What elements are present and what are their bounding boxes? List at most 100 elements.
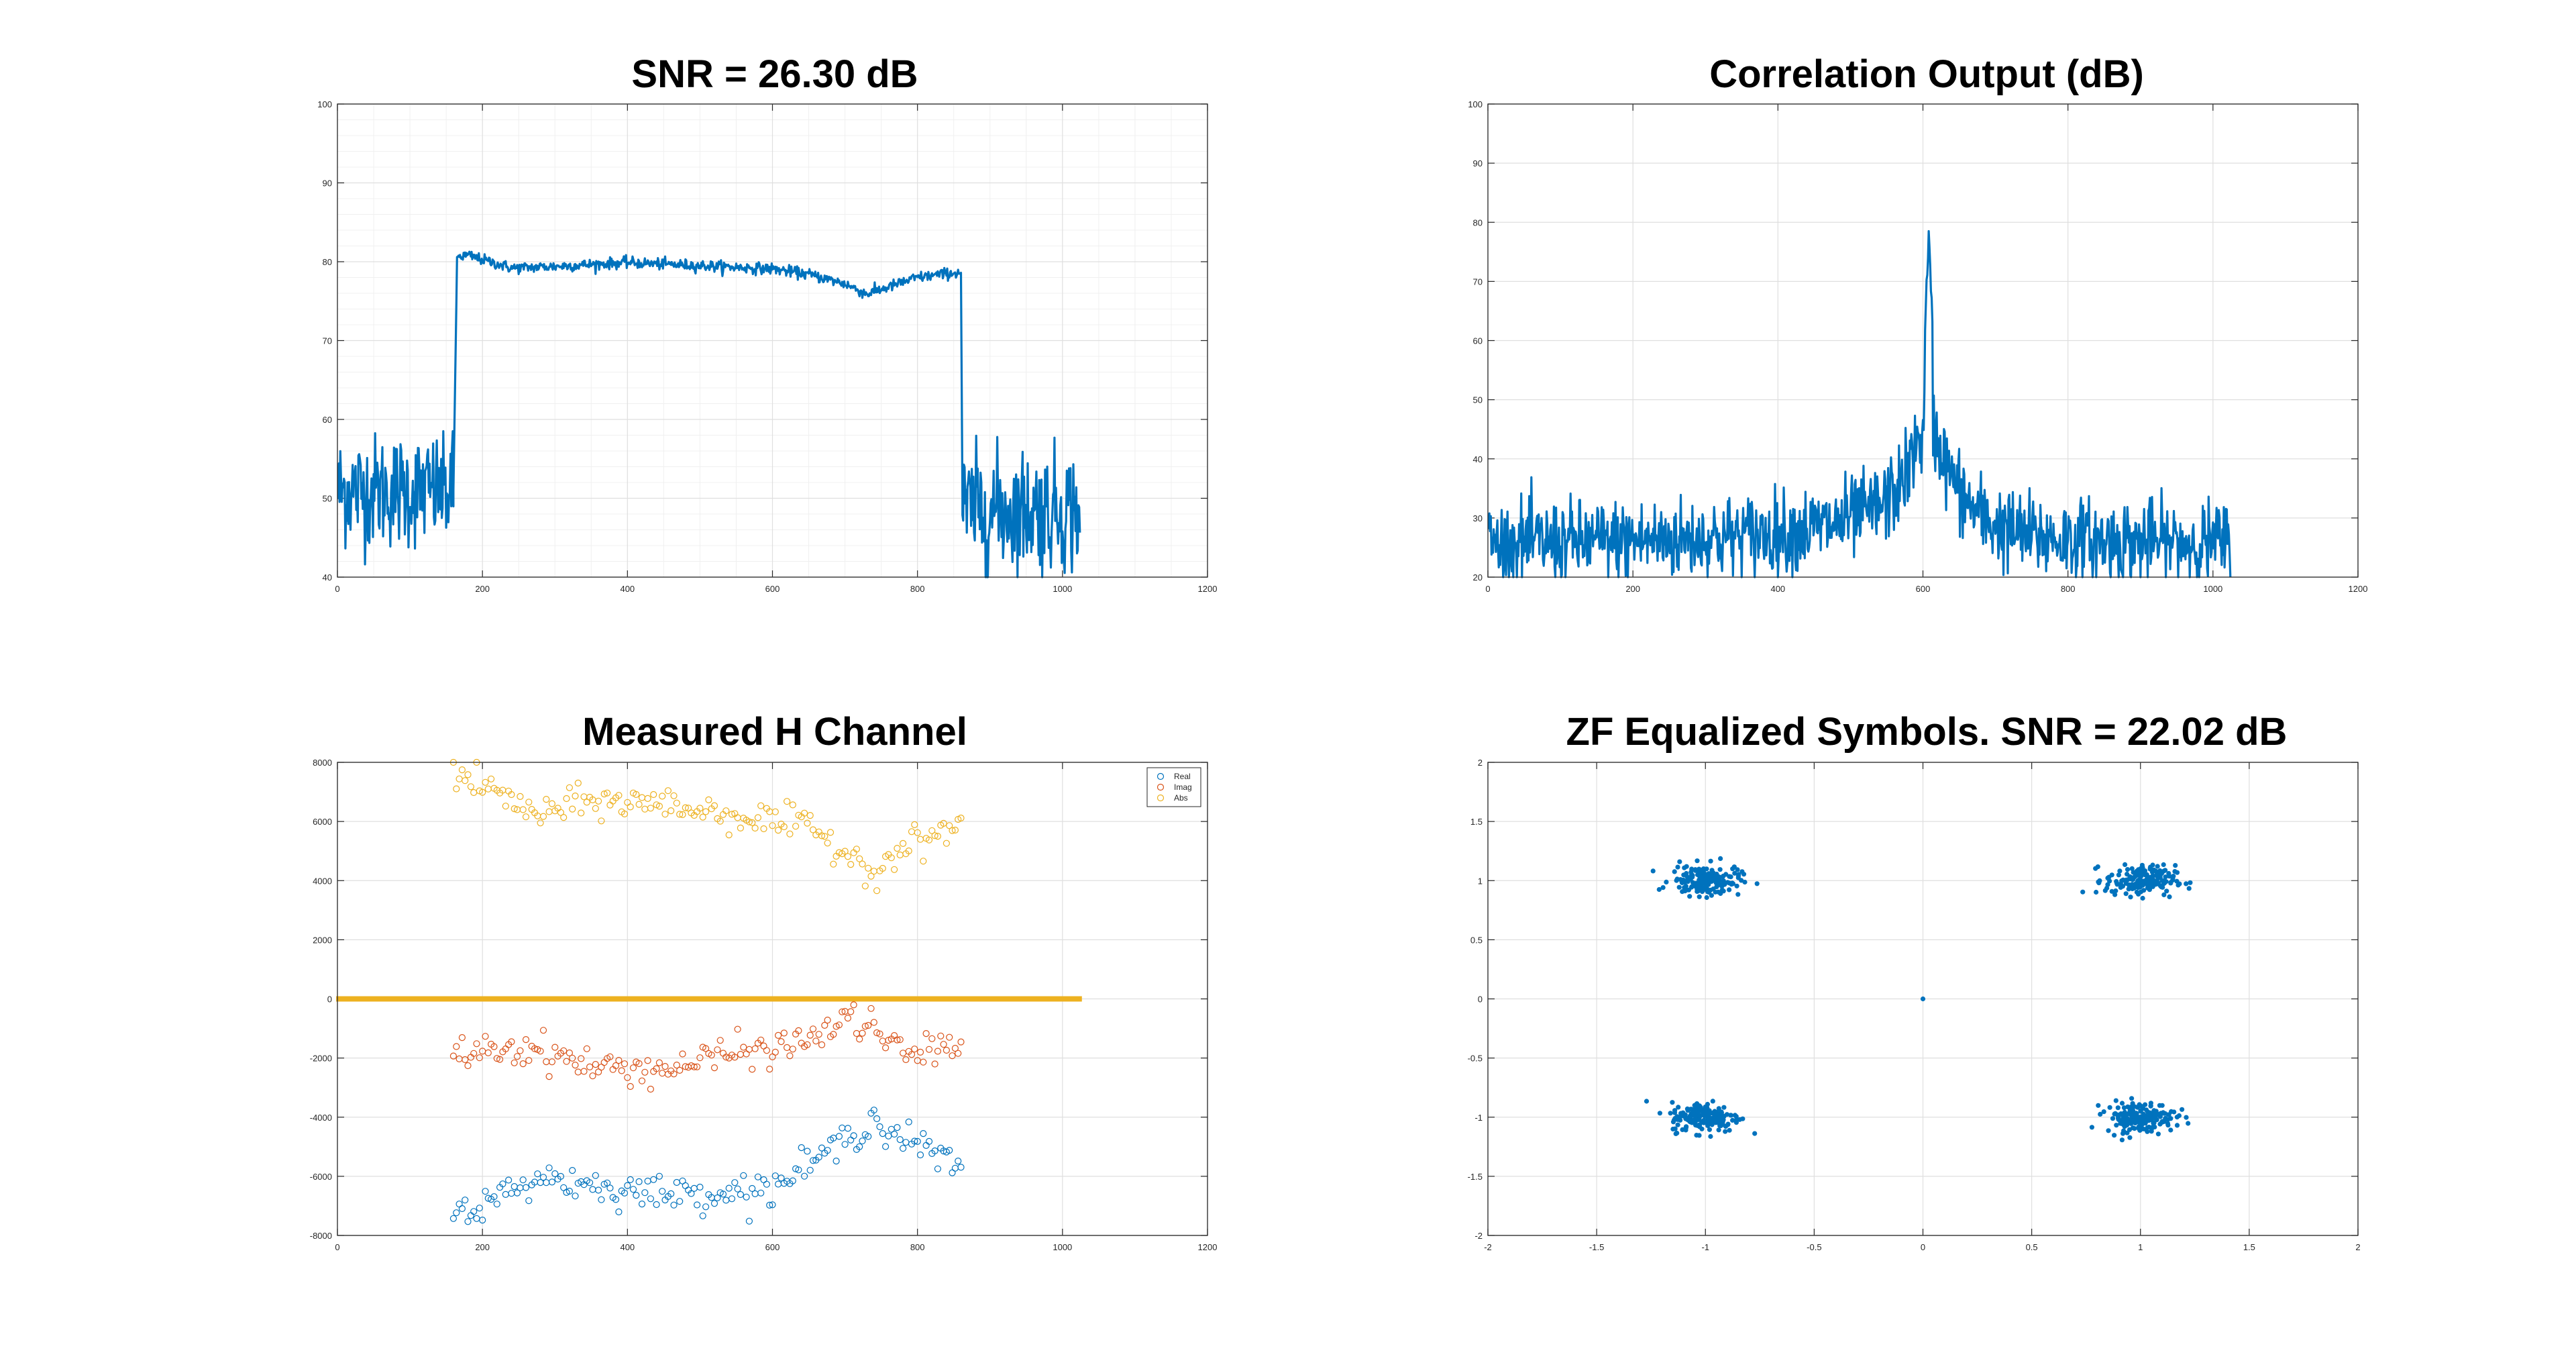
marker-real xyxy=(916,1151,924,1159)
axes-frame xyxy=(1487,103,2359,578)
y-tick-label: 40 xyxy=(1473,454,1483,464)
x-tick-label: 1 xyxy=(2138,1242,2143,1252)
marker-abs xyxy=(769,822,776,829)
symbol-point xyxy=(1678,1111,1684,1116)
marker-imag xyxy=(453,1043,460,1050)
y-tick-label: 2 xyxy=(1478,758,1483,768)
marker-real xyxy=(479,1216,486,1224)
y-tick-label: 1.5 xyxy=(1470,817,1483,827)
symbol-point xyxy=(2148,883,2153,888)
marker-imag xyxy=(653,1065,660,1072)
marker-imag xyxy=(714,1046,721,1054)
marker-abs xyxy=(861,882,869,890)
marker-abs xyxy=(560,813,568,821)
marker-real xyxy=(638,1200,646,1208)
y-tick-label: 20 xyxy=(1473,572,1483,582)
marker-imag xyxy=(621,1060,629,1068)
marker-imag xyxy=(873,1029,881,1037)
marker-real xyxy=(600,1180,608,1188)
plot3-title: Measured H Channel xyxy=(582,710,967,754)
marker-real xyxy=(890,1130,898,1138)
marker-imag xyxy=(740,1044,747,1051)
marker-imag xyxy=(513,1053,521,1060)
marker-abs xyxy=(511,805,518,813)
y-tick-label: -2000 xyxy=(310,1054,332,1064)
symbol-point xyxy=(1693,867,1698,872)
marker-real xyxy=(920,1129,927,1137)
marker-imag xyxy=(508,1038,515,1046)
series-abs xyxy=(449,758,965,895)
symbol-point xyxy=(1721,1105,1727,1110)
symbol-point xyxy=(2112,892,2118,897)
x-tick-label: -2 xyxy=(1484,1242,1492,1252)
symbol-point xyxy=(2132,1126,2137,1131)
marker-imag xyxy=(911,1046,918,1053)
y-tick-label: 100 xyxy=(1468,99,1483,109)
marker-abs xyxy=(757,802,765,809)
symbol-point xyxy=(2163,868,2168,873)
symbol-point xyxy=(1716,1127,1721,1133)
marker-imag xyxy=(560,1047,568,1054)
marker-real xyxy=(946,1146,953,1154)
marker-imag xyxy=(749,1066,756,1073)
x-tick-label: 200 xyxy=(475,584,490,594)
x-tick-label: 2 xyxy=(2355,1242,2360,1252)
symbol-point xyxy=(1687,1119,1693,1124)
marker-real xyxy=(800,1172,808,1180)
marker-real xyxy=(777,1174,785,1182)
marker-abs xyxy=(647,805,655,812)
marker-real xyxy=(458,1205,466,1213)
marker-real xyxy=(925,1137,933,1146)
symbol-point xyxy=(1723,1123,1729,1129)
marker-imag xyxy=(578,1055,585,1062)
symbol-point xyxy=(1672,1126,1678,1131)
symbol-point xyxy=(2109,888,2114,894)
marker-abs xyxy=(682,804,689,811)
marker-real xyxy=(551,1170,559,1178)
symbol-point xyxy=(2140,882,2145,888)
symbol-point xyxy=(1703,876,1709,882)
symbol-point xyxy=(2142,878,2147,884)
symbol-point xyxy=(2159,1119,2165,1124)
marker-real xyxy=(650,1176,657,1183)
marker-abs xyxy=(728,811,736,818)
marker-real xyxy=(789,1177,796,1184)
marker-abs xyxy=(702,808,710,815)
marker-real xyxy=(470,1208,478,1215)
y-tick-label: 90 xyxy=(1473,158,1483,168)
marker-imag xyxy=(881,1044,890,1052)
marker-imag xyxy=(766,1065,773,1073)
symbol-point xyxy=(1727,1127,1732,1133)
marker-imag xyxy=(493,1055,500,1062)
marker-real xyxy=(749,1184,756,1192)
marker-abs xyxy=(655,803,663,810)
marker-imag xyxy=(780,1029,788,1037)
marker-abs xyxy=(879,864,886,872)
marker-abs xyxy=(517,793,524,801)
marker-imag xyxy=(916,1048,924,1056)
symbol-point xyxy=(2080,889,2086,895)
symbol-point xyxy=(1699,1126,1705,1131)
marker-abs xyxy=(563,795,570,803)
marker-imag xyxy=(777,1037,785,1046)
marker-imag xyxy=(865,1021,872,1029)
marker-abs xyxy=(890,866,898,873)
symbol-point xyxy=(2165,1123,2171,1128)
marker-imag xyxy=(940,1041,947,1048)
marker-abs xyxy=(925,836,933,844)
marker-abs xyxy=(650,791,657,799)
x-tick-label: -1 xyxy=(1701,1242,1709,1252)
series-line-spectrum xyxy=(337,250,1081,578)
symbol-point xyxy=(2177,881,2182,886)
marker-imag xyxy=(612,1062,620,1070)
marker-real xyxy=(667,1190,675,1198)
marker-imag xyxy=(606,1053,614,1060)
marker-abs xyxy=(679,811,686,819)
marker-real xyxy=(676,1198,684,1205)
x-tick-label: 800 xyxy=(2061,584,2076,594)
symbol-point xyxy=(1735,892,1741,897)
marker-real xyxy=(881,1143,890,1150)
symbol-point xyxy=(2136,891,2141,897)
x-tick-label: 0 xyxy=(335,1242,339,1252)
symbol-point xyxy=(2180,1107,2185,1112)
